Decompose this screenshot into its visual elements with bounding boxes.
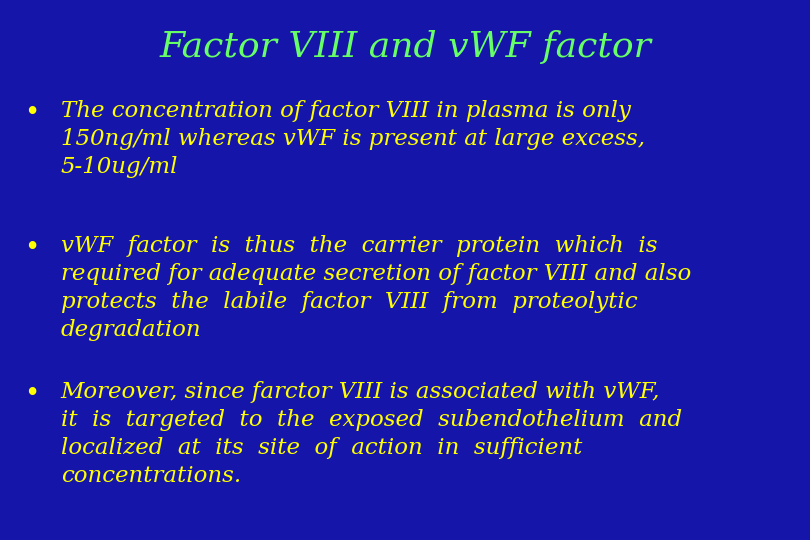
- Text: Factor VIII and vWF factor: Factor VIII and vWF factor: [159, 30, 651, 64]
- Text: •: •: [24, 381, 40, 406]
- Text: Moreover, since farctor VIII is associated with vWF,
it  is  targeted  to  the  : Moreover, since farctor VIII is associat…: [61, 381, 682, 487]
- Text: •: •: [24, 100, 40, 125]
- Text: vWF  factor  is  thus  the  carrier  protein  which  is
required for adequate se: vWF factor is thus the carrier protein w…: [61, 235, 691, 341]
- Text: •: •: [24, 235, 40, 260]
- Text: The concentration of factor VIII in plasma is only
150ng/ml whereas vWF is prese: The concentration of factor VIII in plas…: [61, 100, 645, 178]
